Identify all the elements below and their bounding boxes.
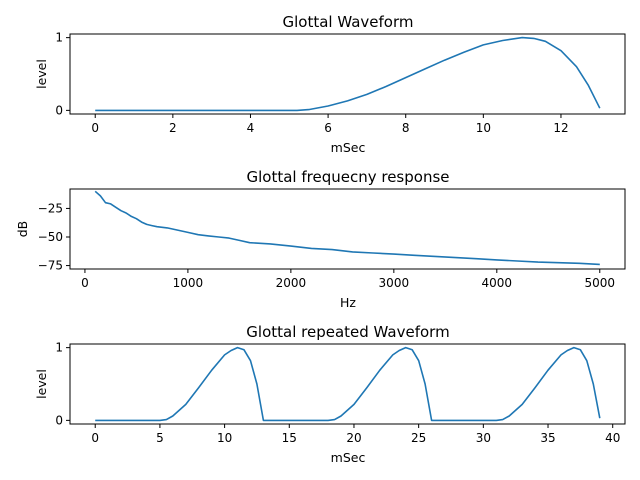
- waveform-x-tick-label: 0: [91, 121, 99, 135]
- repeated-waveform-panel: Glottal repeated Waveform 0 5 10 15 20 25 30 35…: [34, 323, 626, 465]
- waveform-series-line: [95, 36, 601, 112]
- frequency-response-axes-frame: [69, 188, 626, 270]
- waveform-x-tick-label: 8: [402, 121, 410, 135]
- repeated-waveform-ylabel: level: [34, 369, 49, 399]
- waveform-panel: Glottal Waveform 0 2 4 6 8 10 12 0 1 mSec level: [34, 13, 626, 155]
- frequency-response-xlabel: Hz: [340, 295, 356, 310]
- waveform-x-tick-label: 4: [247, 121, 255, 135]
- frequency-response-title: Glottal frequecny response: [247, 168, 450, 186]
- frequency-response-x-tick-label: 0: [81, 276, 89, 290]
- repeated-waveform-x-tick-label: 15: [282, 431, 297, 445]
- waveform-title: Glottal Waveform: [282, 13, 413, 31]
- waveform-y-tick-label: 1: [55, 31, 63, 45]
- waveform-ylabel: level: [34, 59, 49, 89]
- frequency-response-x-tick-label: 2000: [276, 276, 307, 290]
- waveform-x-tick-label: 2: [169, 121, 177, 135]
- frequency-response-axis-ticks: 0 1000 2000 3000 4000 5000 −25 −50 −75: [38, 201, 615, 290]
- waveform-axis-ticks: 0 2 4 6 8 10 12 0 1: [55, 31, 568, 135]
- waveform-axes-frame: [69, 33, 626, 115]
- waveform-xlabel: mSec: [331, 140, 366, 155]
- frequency-response-x-tick-label: 5000: [584, 276, 615, 290]
- frequency-response-y-tick-label: −50: [38, 230, 63, 244]
- repeated-waveform-x-tick-label: 5: [156, 431, 164, 445]
- repeated-waveform-title: Glottal repeated Waveform: [246, 323, 449, 341]
- frequency-response-y-tick-label: −75: [38, 259, 63, 273]
- repeated-waveform-axes-frame: [69, 343, 626, 425]
- repeated-waveform-series-line: [95, 346, 601, 422]
- frequency-response-panel: Glottal frequecny response 0 1000 2000 3000…: [15, 168, 626, 310]
- repeated-waveform-y-tick-label: 0: [55, 413, 63, 427]
- frequency-response-x-tick-label: 4000: [482, 276, 513, 290]
- repeated-waveform-y-tick-label: 1: [55, 341, 63, 355]
- repeated-waveform-axis-ticks: 0 5 10 15 20 25 30 35 40 0 1: [55, 341, 620, 445]
- repeated-waveform-x-tick-label: 35: [540, 431, 555, 445]
- waveform-x-tick-label: 12: [553, 121, 568, 135]
- waveform-x-tick-label: 10: [476, 121, 491, 135]
- repeated-waveform-x-tick-label: 25: [411, 431, 426, 445]
- repeated-waveform-x-tick-label: 10: [217, 431, 232, 445]
- repeated-waveform-x-tick-label: 0: [91, 431, 99, 445]
- repeated-waveform-xlabel: mSec: [331, 450, 366, 465]
- waveform-x-tick-label: 6: [324, 121, 332, 135]
- frequency-response-series-line: [94, 190, 600, 266]
- repeated-waveform-x-tick-label: 40: [605, 431, 620, 445]
- repeated-waveform-x-tick-label: 20: [346, 431, 361, 445]
- frequency-response-x-tick-label: 3000: [379, 276, 410, 290]
- frequency-response-ylabel: dB: [15, 221, 30, 238]
- frequency-response-x-tick-label: 1000: [173, 276, 204, 290]
- waveform-y-tick-label: 0: [55, 103, 63, 117]
- frequency-response-y-tick-label: −25: [38, 201, 63, 215]
- repeated-waveform-x-tick-label: 30: [476, 431, 491, 445]
